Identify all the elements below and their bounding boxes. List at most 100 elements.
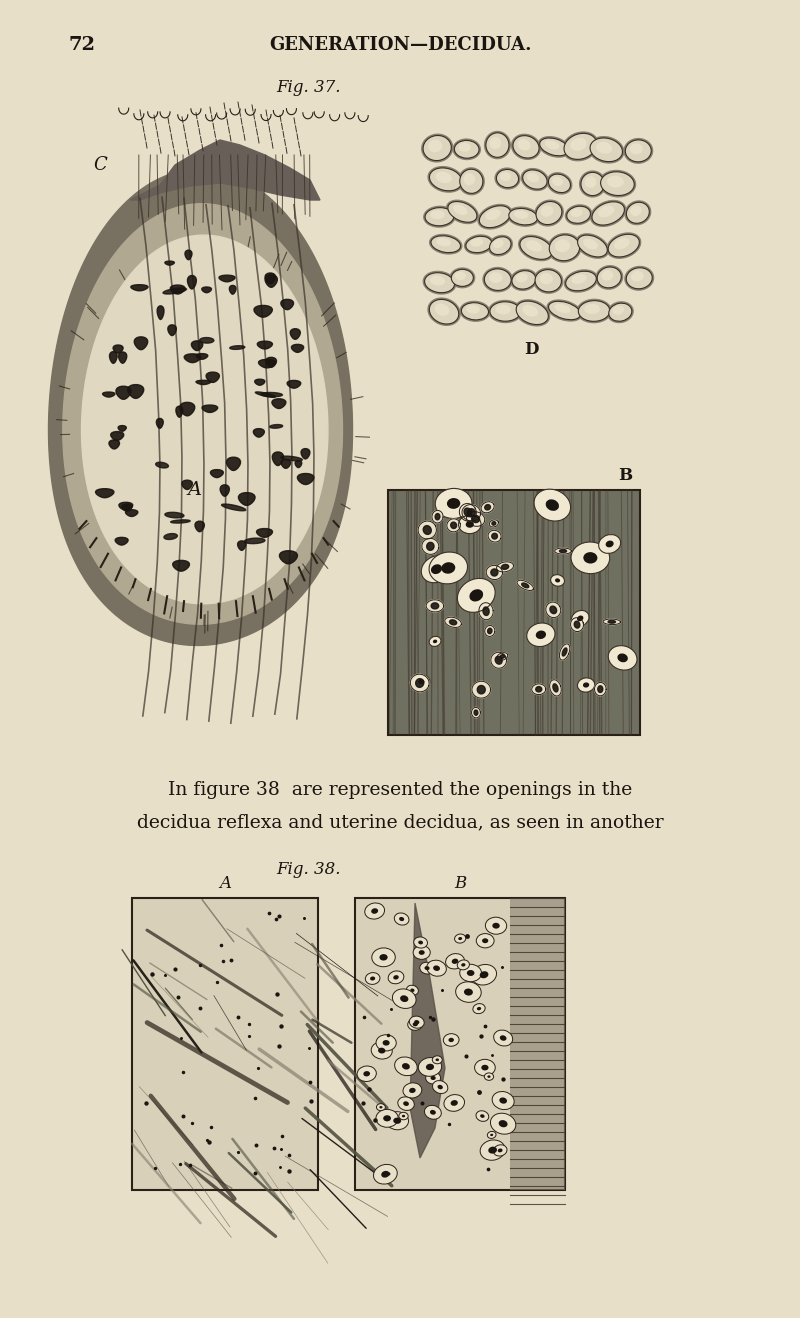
Polygon shape bbox=[598, 685, 603, 692]
Polygon shape bbox=[500, 655, 505, 658]
Ellipse shape bbox=[509, 208, 538, 225]
Polygon shape bbox=[226, 457, 241, 471]
Ellipse shape bbox=[427, 166, 464, 192]
Polygon shape bbox=[546, 602, 561, 618]
Ellipse shape bbox=[455, 272, 466, 281]
Ellipse shape bbox=[425, 208, 454, 225]
Polygon shape bbox=[170, 519, 190, 523]
Ellipse shape bbox=[485, 210, 501, 220]
Ellipse shape bbox=[534, 489, 570, 521]
Ellipse shape bbox=[514, 211, 528, 219]
Ellipse shape bbox=[425, 273, 454, 293]
Ellipse shape bbox=[487, 235, 513, 257]
Polygon shape bbox=[156, 419, 163, 428]
Ellipse shape bbox=[456, 982, 482, 1002]
Ellipse shape bbox=[500, 171, 511, 181]
Ellipse shape bbox=[466, 236, 492, 253]
Ellipse shape bbox=[413, 945, 430, 960]
Polygon shape bbox=[474, 710, 478, 716]
Ellipse shape bbox=[394, 1118, 401, 1124]
Ellipse shape bbox=[464, 235, 494, 254]
Ellipse shape bbox=[428, 140, 442, 153]
Ellipse shape bbox=[471, 965, 497, 985]
Text: D: D bbox=[524, 341, 538, 358]
Polygon shape bbox=[238, 540, 246, 551]
Ellipse shape bbox=[378, 1048, 386, 1053]
Polygon shape bbox=[422, 538, 439, 555]
Polygon shape bbox=[450, 522, 457, 529]
Polygon shape bbox=[287, 381, 301, 389]
Polygon shape bbox=[110, 431, 124, 440]
Polygon shape bbox=[485, 505, 490, 510]
Ellipse shape bbox=[450, 1101, 458, 1106]
Polygon shape bbox=[550, 606, 557, 614]
Polygon shape bbox=[462, 505, 481, 521]
Ellipse shape bbox=[479, 206, 510, 228]
Polygon shape bbox=[131, 285, 148, 291]
Ellipse shape bbox=[379, 1106, 382, 1108]
Ellipse shape bbox=[430, 1110, 436, 1115]
Ellipse shape bbox=[526, 623, 555, 647]
Ellipse shape bbox=[435, 1058, 439, 1061]
Ellipse shape bbox=[399, 1112, 408, 1120]
Ellipse shape bbox=[436, 239, 451, 246]
Ellipse shape bbox=[614, 239, 630, 249]
Ellipse shape bbox=[473, 1003, 485, 1014]
Ellipse shape bbox=[546, 173, 573, 195]
Ellipse shape bbox=[598, 206, 614, 217]
Ellipse shape bbox=[507, 207, 539, 227]
Ellipse shape bbox=[444, 1094, 465, 1111]
Polygon shape bbox=[418, 521, 436, 539]
Ellipse shape bbox=[510, 269, 538, 291]
Ellipse shape bbox=[516, 273, 528, 282]
Ellipse shape bbox=[433, 1081, 448, 1094]
Ellipse shape bbox=[571, 274, 586, 283]
Ellipse shape bbox=[451, 269, 474, 286]
Polygon shape bbox=[298, 473, 314, 485]
Ellipse shape bbox=[470, 239, 483, 246]
Ellipse shape bbox=[497, 170, 518, 187]
Ellipse shape bbox=[480, 1140, 505, 1160]
Text: A: A bbox=[219, 875, 231, 891]
Ellipse shape bbox=[383, 1115, 391, 1122]
Polygon shape bbox=[173, 560, 190, 571]
Polygon shape bbox=[488, 629, 492, 634]
Polygon shape bbox=[255, 391, 275, 398]
Ellipse shape bbox=[613, 306, 624, 315]
Ellipse shape bbox=[458, 579, 495, 613]
Ellipse shape bbox=[487, 1075, 490, 1078]
Ellipse shape bbox=[494, 1031, 513, 1046]
Polygon shape bbox=[536, 687, 542, 692]
Ellipse shape bbox=[492, 923, 500, 929]
Ellipse shape bbox=[477, 1007, 481, 1011]
Ellipse shape bbox=[452, 138, 481, 161]
Ellipse shape bbox=[435, 171, 452, 183]
Polygon shape bbox=[435, 514, 440, 519]
Polygon shape bbox=[478, 685, 486, 693]
Ellipse shape bbox=[500, 1035, 506, 1041]
Text: C: C bbox=[93, 156, 107, 174]
Polygon shape bbox=[176, 406, 182, 418]
Ellipse shape bbox=[418, 941, 423, 945]
Polygon shape bbox=[485, 626, 495, 637]
Ellipse shape bbox=[458, 960, 470, 970]
Polygon shape bbox=[118, 426, 126, 431]
Polygon shape bbox=[423, 526, 431, 534]
Ellipse shape bbox=[527, 173, 539, 182]
Polygon shape bbox=[195, 521, 204, 531]
Ellipse shape bbox=[592, 202, 625, 225]
Ellipse shape bbox=[549, 302, 581, 320]
Ellipse shape bbox=[583, 239, 598, 249]
Ellipse shape bbox=[431, 236, 461, 253]
Polygon shape bbox=[116, 386, 131, 399]
Polygon shape bbox=[559, 550, 566, 552]
Polygon shape bbox=[196, 353, 208, 360]
Ellipse shape bbox=[601, 171, 634, 195]
Ellipse shape bbox=[482, 1065, 489, 1070]
Text: In figure 38  are represented the openings in the: In figure 38 are represented the opening… bbox=[168, 782, 632, 799]
Ellipse shape bbox=[357, 1066, 376, 1082]
Polygon shape bbox=[49, 169, 353, 646]
Ellipse shape bbox=[581, 173, 604, 195]
Polygon shape bbox=[281, 460, 290, 468]
Ellipse shape bbox=[595, 265, 623, 290]
